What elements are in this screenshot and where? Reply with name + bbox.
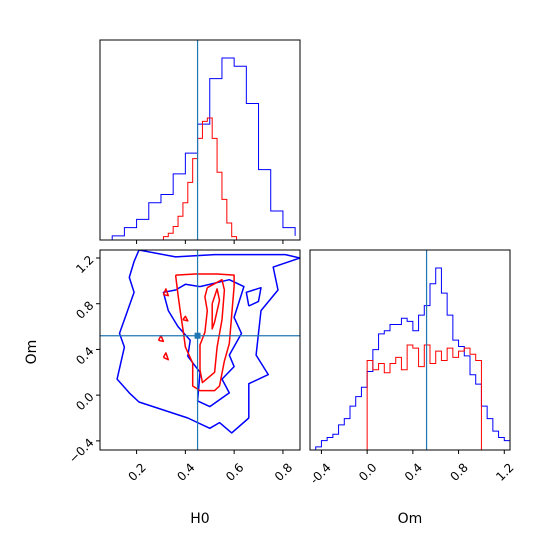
om-y-tick-label: 0.8 — [73, 298, 96, 321]
om-red-histogram — [366, 344, 482, 450]
om-x-tick-label: -0.4 — [307, 460, 333, 486]
h0-red-histogram — [162, 117, 238, 240]
red-contour-2 — [199, 278, 226, 384]
blue-contour-3 — [245, 286, 262, 307]
x-axis-label-om: Om — [398, 511, 423, 527]
panel-h0-histogram — [99, 39, 301, 244]
contour-frame — [99, 249, 301, 451]
om-y-tick-label: 0.0 — [73, 390, 96, 413]
red-contour-5 — [157, 334, 165, 343]
om-blue-histogram — [310, 267, 511, 451]
blue-contour-2 — [162, 278, 245, 408]
om-y-tick-label: 0.4 — [73, 344, 96, 367]
red-contour-6 — [182, 315, 189, 322]
om-x-tick-label: 0.4 — [402, 460, 425, 483]
y-axis-label-om: Om — [24, 340, 40, 365]
om-y-tick-label: −0.4 — [66, 436, 97, 467]
x-axis-label-h0: H0 — [190, 511, 209, 527]
om-x-tick-label: 1.2 — [493, 460, 516, 483]
h0-histogram-frame — [99, 39, 301, 241]
h0-x-tick-label: 0.4 — [174, 460, 197, 483]
red-contour-1 — [174, 273, 235, 392]
red-contour-7 — [162, 352, 170, 361]
om-histogram-frame — [309, 249, 511, 451]
h0-x-tick-label: 0.8 — [272, 460, 295, 483]
om-y-tick-label: 1.2 — [73, 253, 96, 276]
red-contour-4 — [162, 288, 170, 297]
om-x-tick-label: 0.8 — [448, 460, 471, 483]
panel-om-histogram: -0.4 0.0 0.4 0.8 1.2 — [307, 249, 517, 487]
truth-marker — [194, 332, 201, 339]
red-contour-3 — [211, 288, 221, 330]
om-x-tick-label: 0.0 — [356, 460, 379, 483]
h0-x-tick-label: 0.6 — [223, 460, 246, 483]
panel-h0-om-contour: 0.2 0.4 0.6 0.8 −0.4 0.0 0.4 0.8 1.2 — [66, 249, 301, 484]
h0-x-tick-label: 0.2 — [126, 460, 149, 483]
